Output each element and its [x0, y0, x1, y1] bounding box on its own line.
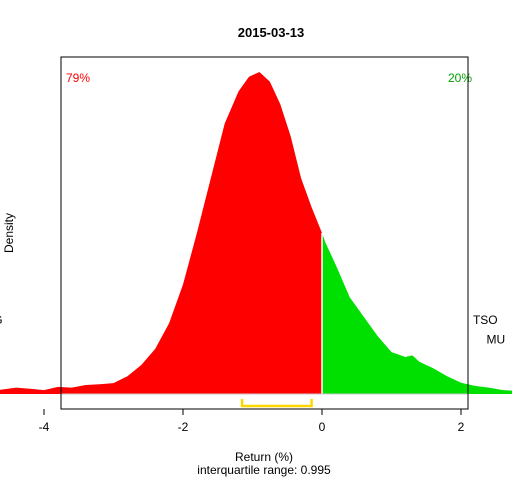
stock-label-mu: MU [486, 332, 505, 346]
x-tick-label: 0 [319, 420, 326, 434]
negative-density-area [0, 72, 322, 394]
stock-label-rig: RIG [0, 313, 3, 327]
plot-frame [60, 56, 469, 410]
y-axis-label: Density [2, 213, 16, 253]
iqr-bracket [240, 399, 313, 408]
chart-title: 2015-03-13 [238, 25, 305, 40]
positive-density-area [322, 233, 512, 394]
positive-share-label: 20% [448, 71, 472, 85]
x-tick-label: -2 [178, 420, 189, 434]
negative-share-label: 79% [66, 71, 90, 85]
x-tick-label: 2 [458, 420, 465, 434]
x-axis-label: Return (%) [235, 450, 293, 464]
iqr-subtitle: interquartile range: 0.995 [197, 463, 331, 477]
stock-label-tso: TSO [473, 313, 498, 327]
x-tick-label: -4 [39, 420, 50, 434]
x-axis: -6-4-2024 [39, 409, 465, 434]
stock-labels: ESVAVPATIRIGTSOMULEGGME [0, 313, 505, 346]
